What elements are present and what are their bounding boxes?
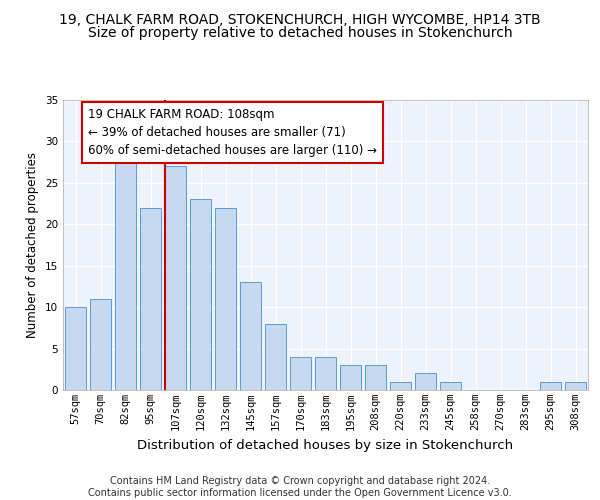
Bar [240,282,261,390]
Text: Size of property relative to detached houses in Stokenchurch: Size of property relative to detached ho… [88,26,512,40]
X-axis label: Distribution of detached houses by size in Stokenchurch: Distribution of detached houses by size … [137,438,514,452]
Bar [440,382,461,390]
Bar [540,382,561,390]
Bar [365,365,386,390]
Bar [290,357,311,390]
Bar [165,166,186,390]
Bar [65,307,86,390]
Bar [390,382,411,390]
Bar [215,208,236,390]
Text: 19 CHALK FARM ROAD: 108sqm
← 39% of detached houses are smaller (71)
60% of semi: 19 CHALK FARM ROAD: 108sqm ← 39% of deta… [88,108,377,158]
Text: 19, CHALK FARM ROAD, STOKENCHURCH, HIGH WYCOMBE, HP14 3TB: 19, CHALK FARM ROAD, STOKENCHURCH, HIGH … [59,12,541,26]
Bar [340,365,361,390]
Bar [415,374,436,390]
Bar [115,158,136,390]
Bar [190,200,211,390]
Y-axis label: Number of detached properties: Number of detached properties [26,152,40,338]
Text: Contains HM Land Registry data © Crown copyright and database right 2024.
Contai: Contains HM Land Registry data © Crown c… [88,476,512,498]
Bar [315,357,336,390]
Bar [140,208,161,390]
Bar [265,324,286,390]
Bar [565,382,586,390]
Bar [90,299,111,390]
